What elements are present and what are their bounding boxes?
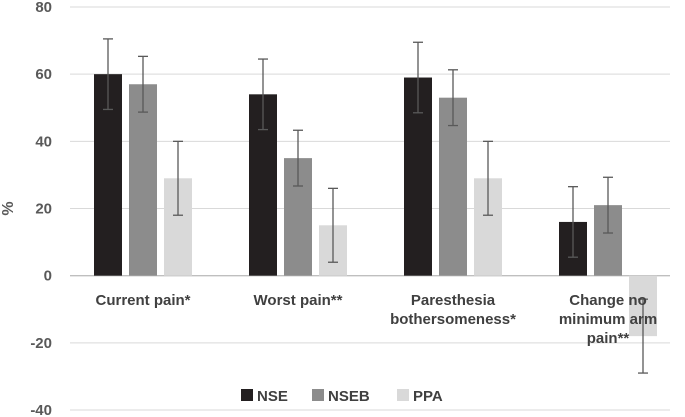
legend-label: NSE <box>257 388 288 405</box>
error-bar-nseb-3 <box>603 176 613 234</box>
error-bar-ppa-1 <box>328 187 338 263</box>
category-label: Worst pain** <box>254 292 343 309</box>
y-axis-label: % <box>0 201 17 215</box>
error-bar-nseb-0 <box>138 55 148 113</box>
y-tick-label: 40 <box>35 133 52 150</box>
error-bar-nse-2 <box>413 41 423 114</box>
legend-swatch <box>241 389 253 401</box>
error-bar-nse-3 <box>568 186 578 258</box>
legend-label: PPA <box>413 388 443 405</box>
legend-item-nseb: NSEB <box>312 388 370 405</box>
legend-label: NSEB <box>328 388 370 405</box>
legend-swatch <box>312 389 324 401</box>
category-label: Change no minimum arm pain** <box>559 292 657 347</box>
error-bar-ppa-3 <box>638 298 648 374</box>
legend-item-nse: NSE <box>241 388 288 405</box>
y-tick-label: -20 <box>30 335 52 352</box>
gridlines <box>70 6 670 411</box>
error-bars <box>103 38 648 374</box>
legend: NSE NSEB PPA <box>241 388 443 405</box>
y-tick-label: 20 <box>35 201 52 218</box>
error-bar-nseb-1 <box>293 129 303 187</box>
y-tick-label: 0 <box>44 268 52 285</box>
bar-nseb-0 <box>129 84 157 276</box>
bar-nseb-2 <box>439 97 467 276</box>
y-tick-label: 80 <box>35 0 52 16</box>
y-tick-label: 60 <box>35 66 52 83</box>
error-bar-nse-0 <box>103 38 113 111</box>
y-tick-label: -40 <box>30 402 52 417</box>
category-label: Current pain* <box>95 292 190 309</box>
category-labels: Current pain* Worst pain** Paresthesia both… <box>95 292 657 347</box>
error-bar-nse-1 <box>258 58 268 131</box>
legend-item-ppa: PPA <box>397 388 443 405</box>
error-bar-nseb-2 <box>448 69 458 127</box>
y-axis-ticks: 80 60 40 20 0 -20 -40 <box>30 0 52 417</box>
category-label: Paresthesia bothersomeness* <box>390 292 516 328</box>
error-bar-ppa-2 <box>483 140 493 216</box>
error-bar-ppa-0 <box>173 140 183 216</box>
legend-swatch <box>397 389 409 401</box>
